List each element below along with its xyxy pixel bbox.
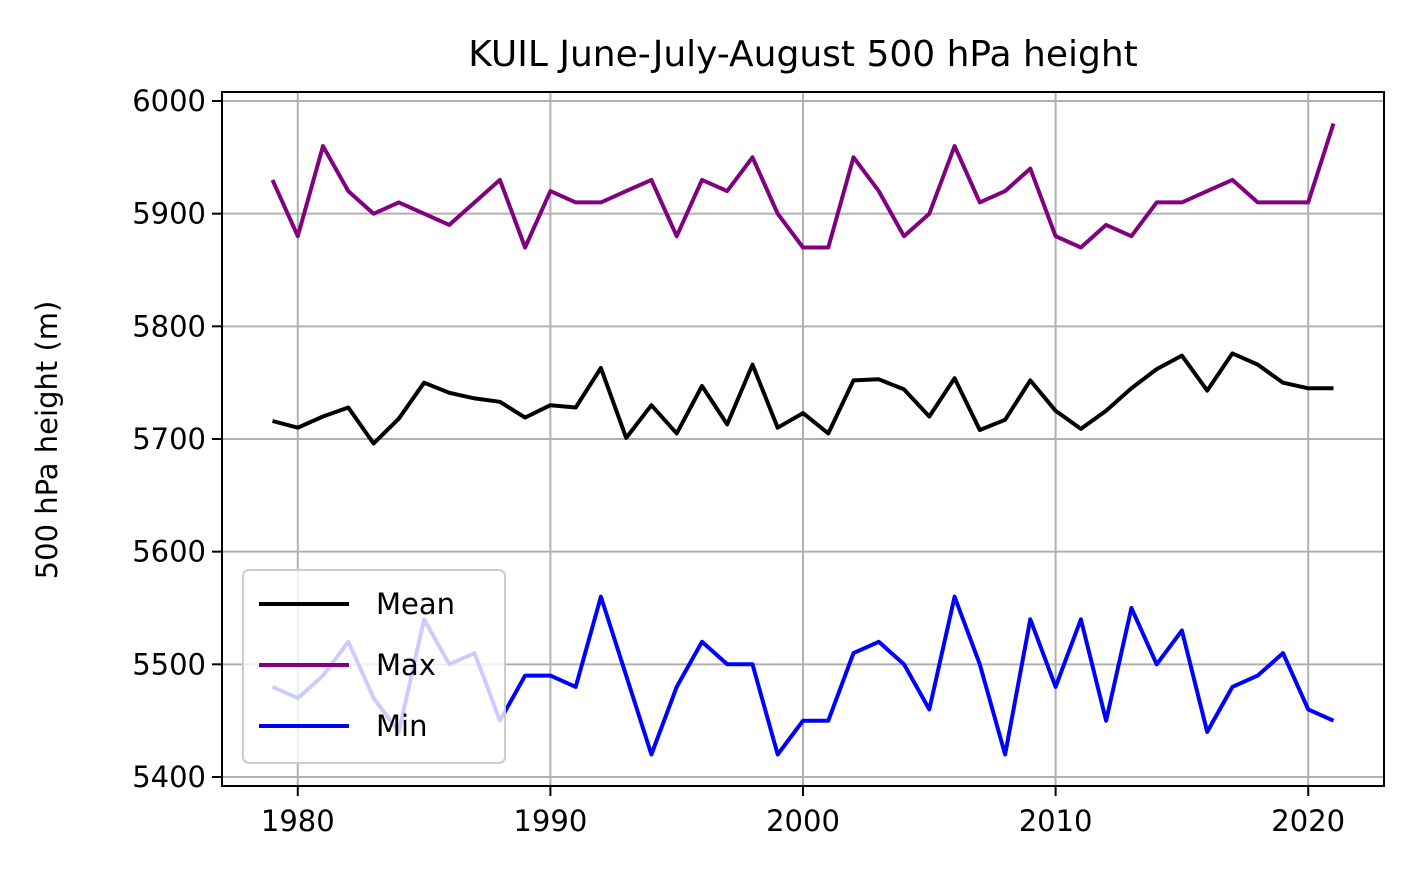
legend-label-min: Min <box>376 709 427 743</box>
series-line-max <box>270 122 1336 250</box>
y-tick-label: 5500 <box>132 647 206 681</box>
legend-label-mean: Mean <box>376 587 455 621</box>
x-tick-label: 1980 <box>261 804 335 838</box>
y-tick-label: 5900 <box>132 197 206 231</box>
series-line-mean <box>271 351 1334 446</box>
chart-title: KUIL June-July-August 500 hPa height <box>468 34 1138 75</box>
y-tick-label: 6000 <box>132 84 206 118</box>
y-tick-label: 5800 <box>132 309 206 343</box>
axis-ticks: 1980 1990 2000 2010 2020 5400 5500 5600 5700 5800… <box>132 84 1345 838</box>
y-tick-label: 5600 <box>132 535 206 569</box>
legend-box <box>242 569 506 764</box>
x-tick-label: 1990 <box>513 804 587 838</box>
legend: Mean Max Min <box>242 569 506 764</box>
legend-label-max: Max <box>376 648 436 682</box>
y-tick-label: 5400 <box>132 760 206 794</box>
x-tick-label: 2020 <box>1271 804 1345 838</box>
x-tick-label: 2000 <box>766 804 840 838</box>
x-tick-label: 2010 <box>1019 804 1093 838</box>
y-tick-label: 5700 <box>132 422 206 456</box>
y-axis-label: 500 hPa height (m) <box>30 301 64 580</box>
